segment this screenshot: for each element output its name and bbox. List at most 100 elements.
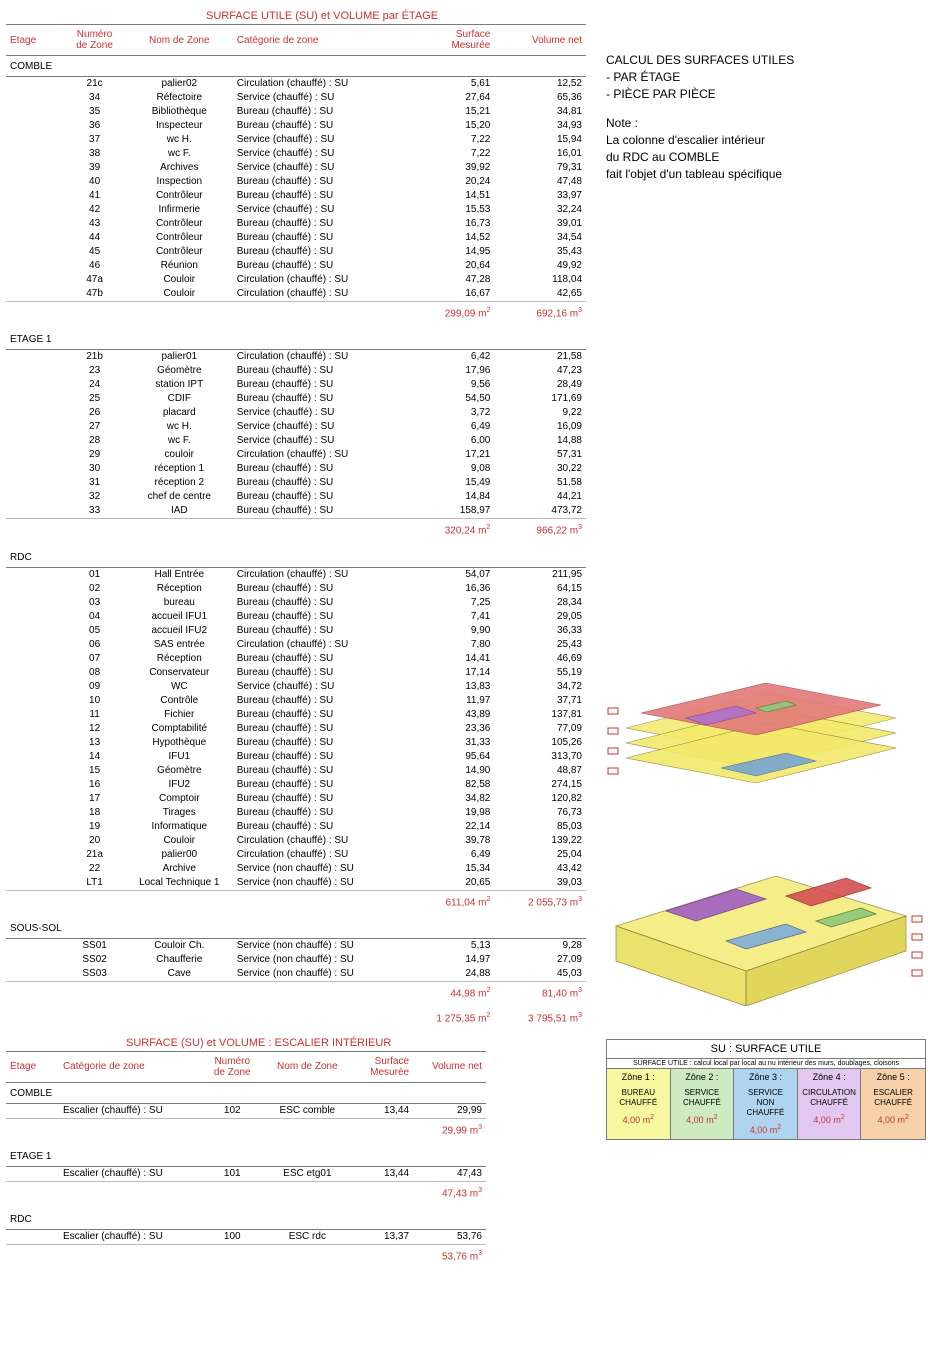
table-row: 33IADBureau (chauffé) : SU158,97473,72 xyxy=(6,504,586,519)
subtotal-row: 47,43 m3 xyxy=(6,1181,486,1209)
table-row: Escalier (chauffé) : SU101ESC etg0113,44… xyxy=(6,1166,486,1181)
legend-title: SU : SURFACE UTILE xyxy=(607,1040,925,1059)
table-row: 22ArchiveService (non chauffé) : SU15,34… xyxy=(6,862,586,876)
table-row: 28wc F.Service (chauffé) : SU6,0014,88 xyxy=(6,434,586,448)
table-row: 40InspectionBureau (chauffé) : SU20,2447… xyxy=(6,175,586,189)
table-row: 06SAS entréeCirculation (chauffé) : SU7,… xyxy=(6,638,586,652)
th2-cat: Catégorie de zone xyxy=(59,1051,202,1082)
legend-zone: Zône 2 :SERVICECHAUFFÉ4,00 m2 xyxy=(671,1069,735,1139)
subtotal-row: 44,98 m281,40 m3 xyxy=(6,981,586,1009)
table-row: LT1Local Technique 1Service (non chauffé… xyxy=(6,876,586,891)
table-row: 38wc F.Service (chauffé) : SU7,2216,01 xyxy=(6,147,586,161)
table-row: 24station IPTBureau (chauffé) : SU9,5628… xyxy=(6,378,586,392)
side-line2: - PAR ÉTAGE xyxy=(606,69,926,86)
table-row: 21cpalier02Circulation (chauffé) : SU5,6… xyxy=(6,77,586,92)
floor-header: SOUS-SOL xyxy=(6,918,586,939)
table-row: 14IFU1Bureau (chauffé) : SU95,64313,70 xyxy=(6,750,586,764)
table-row: 37wc H.Service (chauffé) : SU7,2215,94 xyxy=(6,133,586,147)
table1: Etage Numérode Zone Nom de Zone Catégori… xyxy=(6,24,586,1027)
table-row: 10ContrôleBureau (chauffé) : SU11,9737,7… xyxy=(6,694,586,708)
table-row: 29couloirCirculation (chauffé) : SU17,21… xyxy=(6,448,586,462)
table-row: 31réception 2Bureau (chauffé) : SU15,495… xyxy=(6,476,586,490)
table-row: 15GéomètreBureau (chauffé) : SU14,9048,8… xyxy=(6,764,586,778)
table-row: SS02ChaufferieService (non chauffé) : SU… xyxy=(6,953,586,967)
side-note1: La colonne d'escalier intérieur xyxy=(606,132,926,149)
th2-vol: Volume net xyxy=(413,1051,486,1082)
table-row: 39ArchivesService (chauffé) : SU39,9279,… xyxy=(6,161,586,175)
right-column: CALCUL DES SURFACES UTILES - PAR ÉTAGE -… xyxy=(606,6,926,1140)
table-row: 09WCService (chauffé) : SU13,8334,72 xyxy=(6,680,586,694)
table-row: 13HypothèqueBureau (chauffé) : SU31,3310… xyxy=(6,736,586,750)
table2-title: SURFACE (SU) et VOLUME : ESCALIER INTÉRI… xyxy=(126,1037,586,1049)
th-cat: Catégorie de zone xyxy=(233,25,403,56)
th-surf: SurfaceMesurée xyxy=(403,25,495,56)
table-row: 30réception 1Bureau (chauffé) : SU9,0830… xyxy=(6,462,586,476)
table-row: Escalier (chauffé) : SU100ESC rdc13,3753… xyxy=(6,1230,486,1245)
side-note2: du RDC au COMBLE xyxy=(606,149,926,166)
table-row: SS03CaveService (non chauffé) : SU24,884… xyxy=(6,967,586,982)
th2-nom: Nom de Zone xyxy=(262,1051,352,1082)
th-vol: Volume net xyxy=(494,25,586,56)
side-line3: - PIÈCE PAR PIÈCE xyxy=(606,86,926,103)
table-row: 04accueil IFU1Bureau (chauffé) : SU7,412… xyxy=(6,610,586,624)
side-notes: CALCUL DES SURFACES UTILES - PAR ÉTAGE -… xyxy=(606,52,926,183)
table-row: 42InfirmerieService (chauffé) : SU15,533… xyxy=(6,203,586,217)
legend-box: SU : SURFACE UTILE SURFACE UTILE : calcu… xyxy=(606,1039,926,1140)
floor-header: ETAGE 1 xyxy=(6,329,586,350)
isometric-bottom xyxy=(606,816,926,1009)
table-row: 41ContrôleurBureau (chauffé) : SU14,5133… xyxy=(6,189,586,203)
table-row: 20CouloirCirculation (chauffé) : SU39,78… xyxy=(6,834,586,848)
table-row: 03bureauBureau (chauffé) : SU7,2528,34 xyxy=(6,596,586,610)
table-row: Escalier (chauffé) : SU102ESC comble13,4… xyxy=(6,1103,486,1118)
table-row: 43ContrôleurBureau (chauffé) : SU16,7339… xyxy=(6,217,586,231)
legend-zone: Zône 4 :CIRCULATIONCHAUFFÉ4,00 m2 xyxy=(798,1069,862,1139)
table-row: 12ComptabilitéBureau (chauffé) : SU23,36… xyxy=(6,722,586,736)
table-row: 02RéceptionBureau (chauffé) : SU16,3664,… xyxy=(6,582,586,596)
table-row: 47bCouloirCirculation (chauffé) : SU16,6… xyxy=(6,287,586,302)
table-row: 45ContrôleurBureau (chauffé) : SU14,9535… xyxy=(6,245,586,259)
legend-zone: Zône 5 :ESCALIERCHAUFFÉ4,00 m2 xyxy=(861,1069,925,1139)
side-note3: fait l'objet d'un tableau spécifique xyxy=(606,166,926,183)
table-row: 21bpalier01Circulation (chauffé) : SU6,4… xyxy=(6,350,586,365)
legend-zone: Zône 1 :BUREAUCHAUFFÉ4,00 m2 xyxy=(607,1069,671,1139)
th-etage: Etage xyxy=(6,25,63,56)
th-nom: Nom de Zone xyxy=(126,25,233,56)
table-row: 18TiragesBureau (chauffé) : SU19,9876,73 xyxy=(6,806,586,820)
th2-num: Numérode Zone xyxy=(202,1051,262,1082)
table-row: 11FichierBureau (chauffé) : SU43,89137,8… xyxy=(6,708,586,722)
subtotal-row: 29,99 m3 xyxy=(6,1118,486,1146)
table-row: 05accueil IFU2Bureau (chauffé) : SU9,903… xyxy=(6,624,586,638)
table-row: 35BibliothèqueBureau (chauffé) : SU15,21… xyxy=(6,105,586,119)
table-row: 21apalier00Circulation (chauffé) : SU6,4… xyxy=(6,848,586,862)
table-row: 23GéomètreBureau (chauffé) : SU17,9647,2… xyxy=(6,364,586,378)
grandtotal-row: 1 275,35 m23 795,51 m3 xyxy=(6,1009,586,1026)
side-note-label: Note : xyxy=(606,115,926,132)
subtotal-row: 53,76 m3 xyxy=(6,1245,486,1273)
legend-zone: Zône 3 :SERVICENON CHAUFFÉ4,00 m2 xyxy=(734,1069,798,1139)
subtotal-row: 320,24 m2966,22 m3 xyxy=(6,519,586,547)
floor-header: RDC xyxy=(6,1209,486,1230)
table-row: SS01Couloir Ch.Service (non chauffé) : S… xyxy=(6,938,586,953)
table-row: 07RéceptionBureau (chauffé) : SU14,4146,… xyxy=(6,652,586,666)
table-row: 26placardService (chauffé) : SU3,729,22 xyxy=(6,406,586,420)
table1-title: SURFACE UTILE (SU) et VOLUME par ÉTAGE xyxy=(206,10,586,22)
table-row: 17ComptoirBureau (chauffé) : SU34,82120,… xyxy=(6,792,586,806)
table-row: 34RéfectoireService (chauffé) : SU27,646… xyxy=(6,91,586,105)
table-row: 19InformatiqueBureau (chauffé) : SU22,14… xyxy=(6,820,586,834)
isometric-top xyxy=(606,653,926,796)
table-row: 25CDIFBureau (chauffé) : SU54,50171,69 xyxy=(6,392,586,406)
table-row: 36InspecteurBureau (chauffé) : SU15,2034… xyxy=(6,119,586,133)
table-row: 47aCouloirCirculation (chauffé) : SU47,2… xyxy=(6,273,586,287)
floor-header: ETAGE 1 xyxy=(6,1146,486,1167)
table-row: 16IFU2Bureau (chauffé) : SU82,58274,15 xyxy=(6,778,586,792)
table-row: 01Hall EntréeCirculation (chauffé) : SU5… xyxy=(6,567,586,582)
table2: Etage Catégorie de zone Numérode Zone No… xyxy=(6,1051,486,1273)
table-row: 27wc H.Service (chauffé) : SU6,4916,09 xyxy=(6,420,586,434)
side-line1: CALCUL DES SURFACES UTILES xyxy=(606,52,926,69)
th2-surf: SurfaceMesurée xyxy=(352,1051,413,1082)
subtotal-row: 611,04 m22 055,73 m3 xyxy=(6,890,586,918)
floor-header: RDC xyxy=(6,547,586,568)
table-row: 08ConservateurBureau (chauffé) : SU17,14… xyxy=(6,666,586,680)
floor-header: COMBLE xyxy=(6,56,586,77)
left-column: SURFACE UTILE (SU) et VOLUME par ÉTAGE E… xyxy=(6,6,586,1273)
